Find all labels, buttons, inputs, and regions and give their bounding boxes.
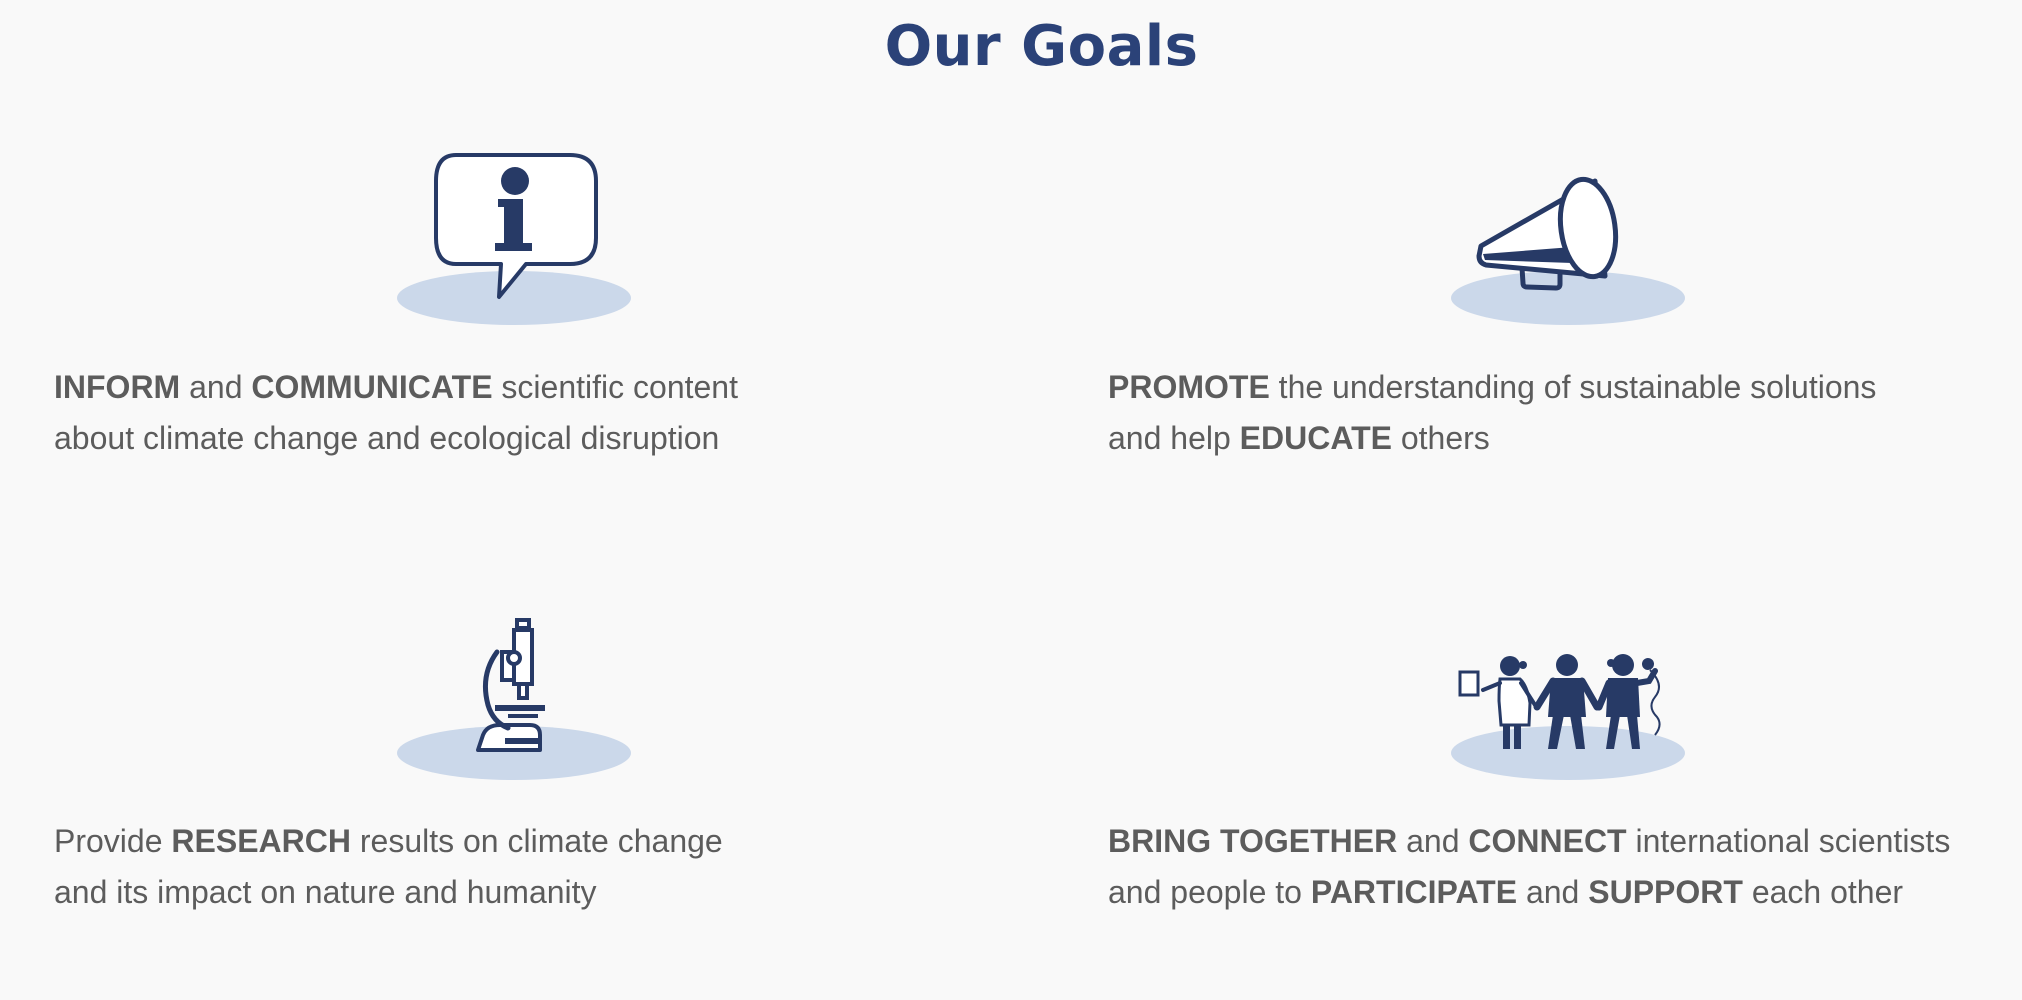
goal-inform-text: INFORM and COMMUNICATE scientific conten… [54, 362, 954, 464]
goal-text-segment: and [1517, 874, 1589, 910]
goal-text-segment: Provide [54, 823, 172, 859]
goal-connect-line-2: and people to PARTICIPATE and SUPPORT ea… [1108, 867, 2008, 918]
goal-promote-line-1: PROMOTE the understanding of sustainable… [1108, 362, 2008, 413]
goal-keyword: CONNECT [1468, 823, 1627, 859]
goal-text-segment: the understanding of sustainable solutio… [1269, 369, 1877, 405]
goal-research-line-1: Provide RESEARCH results on climate chan… [54, 816, 954, 867]
goal-keyword: INFORM [54, 369, 181, 405]
goal-research-line-2: and its impact on nature and humanity [54, 867, 954, 918]
goal-text-segment: and [1397, 823, 1469, 859]
goal-inform-icon-area [390, 145, 640, 335]
goal-connect-icon-area [1443, 645, 1693, 790]
goal-research-icon-area [390, 610, 640, 790]
people-group-icon [1451, 654, 1685, 780]
goal-text-segment: international scientists [1626, 823, 1951, 859]
goal-keyword: BRING TOGETHER [1108, 823, 1398, 859]
goal-keyword: COMMUNICATE [251, 369, 493, 405]
goal-inform-line-2: about climate change and ecological disr… [54, 413, 954, 464]
goal-text-segment: others [1391, 420, 1490, 456]
info-speech-bubble-icon [397, 153, 631, 325]
goal-keyword: PROMOTE [1108, 369, 1270, 405]
microscope-icon [397, 618, 631, 780]
goal-promote-text: PROMOTE the understanding of sustainable… [1108, 362, 2008, 464]
goal-text-segment: each other [1742, 874, 1904, 910]
goal-keyword: EDUCATE [1239, 420, 1392, 456]
goal-text-segment: and its impact on nature and humanity [54, 874, 597, 910]
goal-text-segment: scientific content [492, 369, 738, 405]
goal-inform-line-1: INFORM and COMMUNICATE scientific conten… [54, 362, 954, 413]
goal-text-segment: results on climate change [350, 823, 723, 859]
goal-promote-line-2: and help EDUCATE others [1108, 413, 2008, 464]
megaphone-icon [1451, 176, 1685, 325]
goal-text-segment: and [180, 369, 252, 405]
page-title: Our Goals [884, 14, 1199, 79]
goal-connect-line-1: BRING TOGETHER and CONNECT international… [1108, 816, 2008, 867]
goal-keyword: SUPPORT [1588, 874, 1743, 910]
goal-keyword: PARTICIPATE [1310, 874, 1518, 910]
goal-connect-text: BRING TOGETHER and CONNECT international… [1108, 816, 2008, 918]
goal-text-segment: about climate change and ecological disr… [54, 420, 720, 456]
goal-keyword: RESEARCH [171, 823, 351, 859]
goal-research-text: Provide RESEARCH results on climate chan… [54, 816, 954, 918]
goal-text-segment: and people to [1108, 874, 1311, 910]
goal-promote-icon-area [1443, 160, 1693, 335]
goal-text-segment: and help [1108, 420, 1240, 456]
